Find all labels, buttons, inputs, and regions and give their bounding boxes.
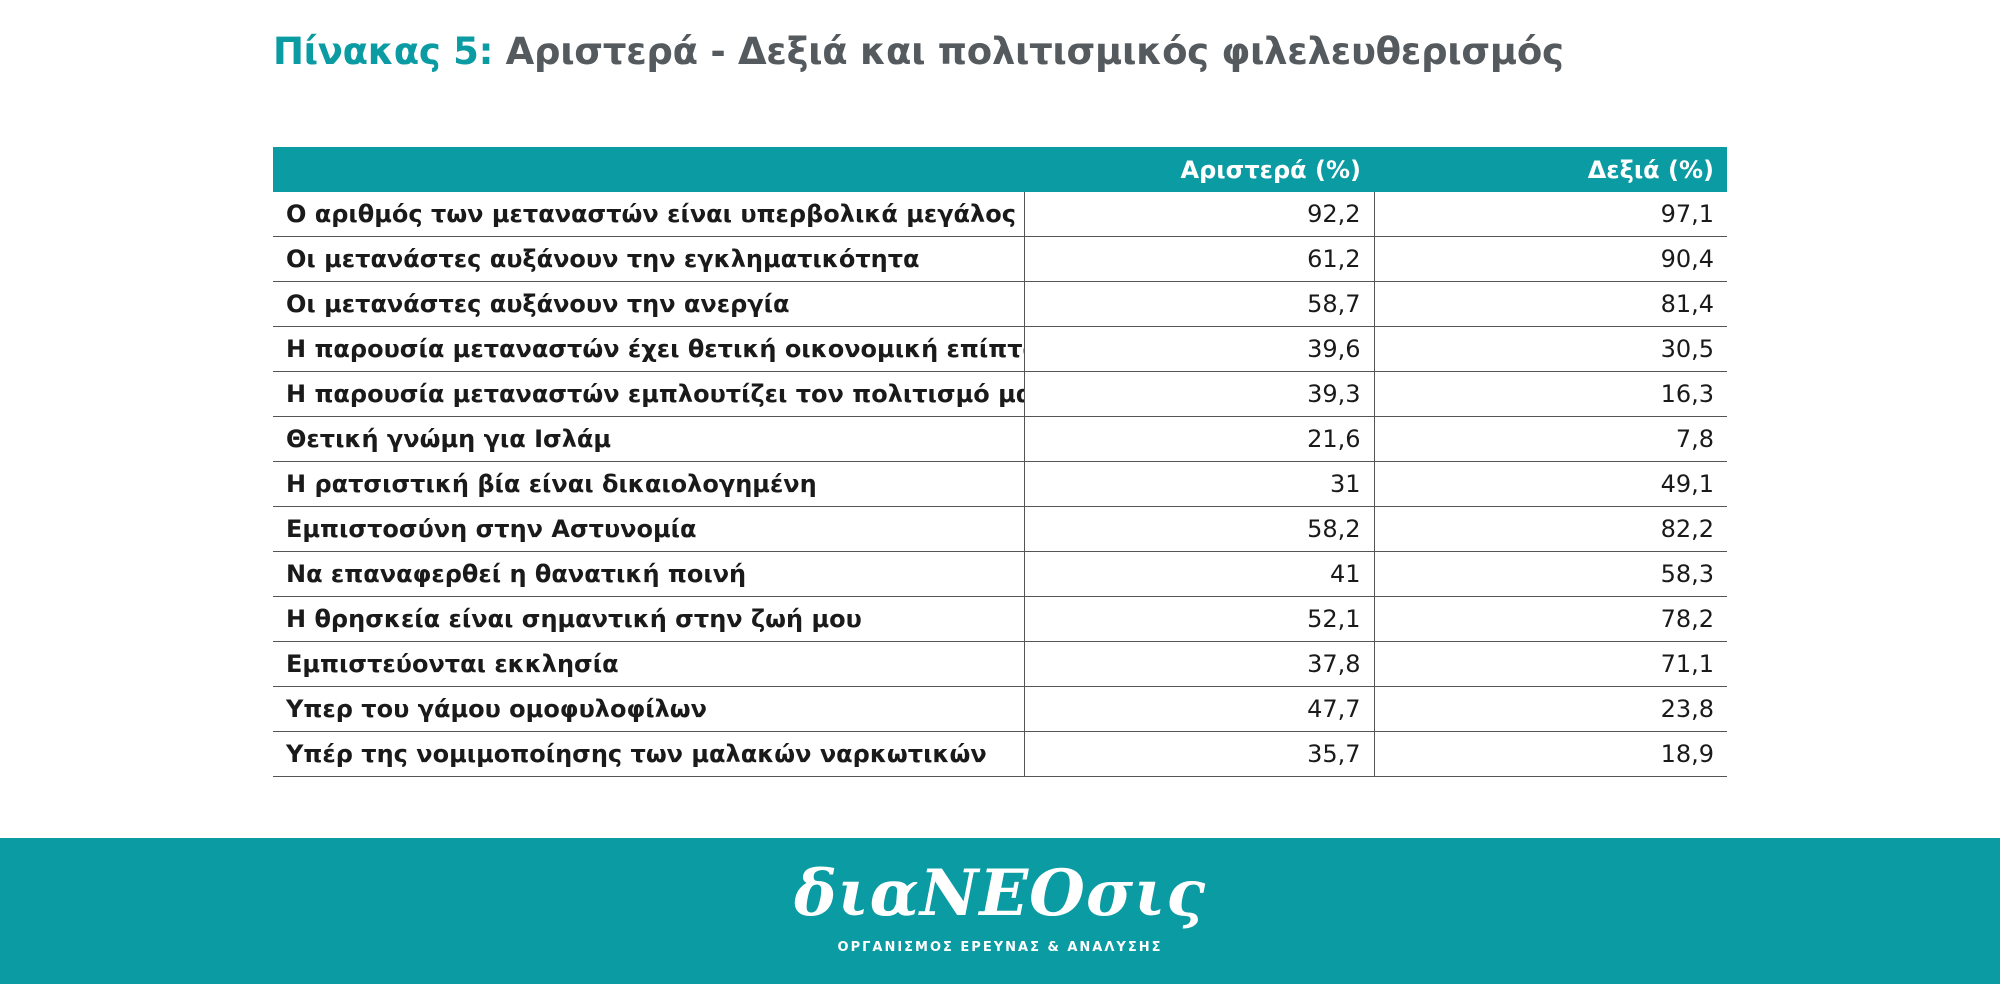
dianeosis-logo: διαNEOσις ΟΡΓΑΝΙΣΜΟΣ ΕΡΕΥΝΑΣ & ΑΝΑΛΥΣΗΣ — [0, 856, 2000, 956]
table-row: Η παρουσία μεταναστών έχει θετική οικονο… — [273, 326, 1727, 372]
table-row: Υπέρ της νομιμοποίησης των μαλακών ναρκω… — [273, 731, 1727, 777]
row-label: Εμπιστοσύνη στην Αστυνομία — [273, 506, 1025, 552]
table-body: Ο αριθμός των μεταναστών είναι υπερβολικ… — [273, 192, 1727, 777]
right-value: 7,8 — [1374, 416, 1727, 462]
left-value: 52,1 — [1024, 596, 1375, 642]
table-title-text: Αριστερά - Δεξιά και πολιτισμικός φιλελε… — [505, 30, 1564, 73]
table-row: Οι μετανάστες αυξάνουν την εγκληματικότη… — [273, 236, 1727, 282]
right-value: 78,2 — [1374, 596, 1727, 642]
right-value: 71,1 — [1374, 641, 1727, 687]
table-header-row: Αριστερά (%) Δεξιά (%) — [273, 147, 1727, 192]
logo-wordmark: διαNEOσις — [793, 856, 1207, 931]
table-row: Υπερ του γάμου ομοφυλοφίλων 47,7 23,8 — [273, 686, 1727, 732]
table-row: Θετική γνώμη για Ισλάμ 21,6 7,8 — [273, 416, 1727, 462]
table-row: Ο αριθμός των μεταναστών είναι υπερβολικ… — [273, 192, 1727, 237]
right-value: 49,1 — [1374, 461, 1727, 507]
data-table: Αριστερά (%) Δεξιά (%) Ο αριθμός των μετ… — [273, 147, 1727, 777]
right-value: 58,3 — [1374, 551, 1727, 597]
logo-tagline: ΟΡΓΑΝΙΣΜΟΣ ΕΡΕΥΝΑΣ & ΑΝΑΛΥΣΗΣ — [837, 940, 1163, 955]
right-value: 30,5 — [1374, 326, 1727, 372]
table-row: Η ρατσιστική βία είναι δικαιολογημένη 31 4… — [273, 461, 1727, 507]
row-label: Υπέρ της νομιμοποίησης των μαλακών ναρκω… — [273, 731, 1025, 777]
left-value: 39,3 — [1024, 371, 1375, 417]
left-value: 41 — [1024, 551, 1375, 597]
right-value: 90,4 — [1374, 236, 1727, 282]
header-label — [273, 147, 1024, 192]
left-value: 21,6 — [1024, 416, 1375, 462]
table-number-label: Πίνακας 5: — [273, 30, 494, 73]
row-label: Να επαναφερθεί η θανατική ποινή — [273, 551, 1025, 597]
header-right: Δεξιά (%) — [1374, 147, 1727, 192]
right-value: 81,4 — [1374, 281, 1727, 327]
table-row: Η θρησκεία είναι σημαντική στην ζωή μου 5… — [273, 596, 1727, 642]
left-value: 39,6 — [1024, 326, 1375, 372]
row-label: Εμπιστεύονται εκκλησία — [273, 641, 1025, 687]
left-value: 58,2 — [1024, 506, 1375, 552]
page-title: Πίνακας 5: Αριστερά - Δεξιά και πολιτισμ… — [273, 30, 1564, 73]
data-table-container: Αριστερά (%) Δεξιά (%) Ο αριθμός των μετ… — [273, 147, 1727, 777]
left-value: 37,8 — [1024, 641, 1375, 687]
row-label: Η παρουσία μεταναστών έχει θετική οικονο… — [273, 326, 1025, 372]
table-row: Η παρουσία μεταναστών εμπλουτίζει τον πο… — [273, 371, 1727, 417]
row-label: Υπερ του γάμου ομοφυλοφίλων — [273, 686, 1025, 732]
header-left: Αριστερά (%) — [1024, 147, 1374, 192]
left-value: 35,7 — [1024, 731, 1375, 777]
left-value: 61,2 — [1024, 236, 1375, 282]
table-row: Εμπιστεύονται εκκλησία 37,8 71,1 — [273, 641, 1727, 687]
left-value: 47,7 — [1024, 686, 1375, 732]
table-row: Οι μετανάστες αυξάνουν την ανεργία 58,7 81… — [273, 281, 1727, 327]
row-label: Οι μετανάστες αυξάνουν την εγκληματικότη… — [273, 236, 1025, 282]
row-label: Ο αριθμός των μεταναστών είναι υπερβολικ… — [273, 192, 1025, 237]
left-value: 92,2 — [1024, 192, 1375, 237]
row-label: Οι μετανάστες αυξάνουν την ανεργία — [273, 281, 1025, 327]
right-value: 16,3 — [1374, 371, 1727, 417]
right-value: 82,2 — [1374, 506, 1727, 552]
row-label: Η παρουσία μεταναστών εμπλουτίζει τον πο… — [273, 371, 1025, 417]
table-row: Να επαναφερθεί η θανατική ποινή 41 58,3 — [273, 551, 1727, 597]
row-label: Η ρατσιστική βία είναι δικαιολογημένη — [273, 461, 1025, 507]
right-value: 97,1 — [1374, 192, 1727, 237]
right-value: 18,9 — [1374, 731, 1727, 777]
row-label: Θετική γνώμη για Ισλάμ — [273, 416, 1025, 462]
table-row: Εμπιστοσύνη στην Αστυνομία 58,2 82,2 — [273, 506, 1727, 552]
right-value: 23,8 — [1374, 686, 1727, 732]
footer-bar: διαNEOσις ΟΡΓΑΝΙΣΜΟΣ ΕΡΕΥΝΑΣ & ΑΝΑΛΥΣΗΣ — [0, 838, 2000, 984]
left-value: 31 — [1024, 461, 1375, 507]
row-label: Η θρησκεία είναι σημαντική στην ζωή μου — [273, 596, 1025, 642]
left-value: 58,7 — [1024, 281, 1375, 327]
